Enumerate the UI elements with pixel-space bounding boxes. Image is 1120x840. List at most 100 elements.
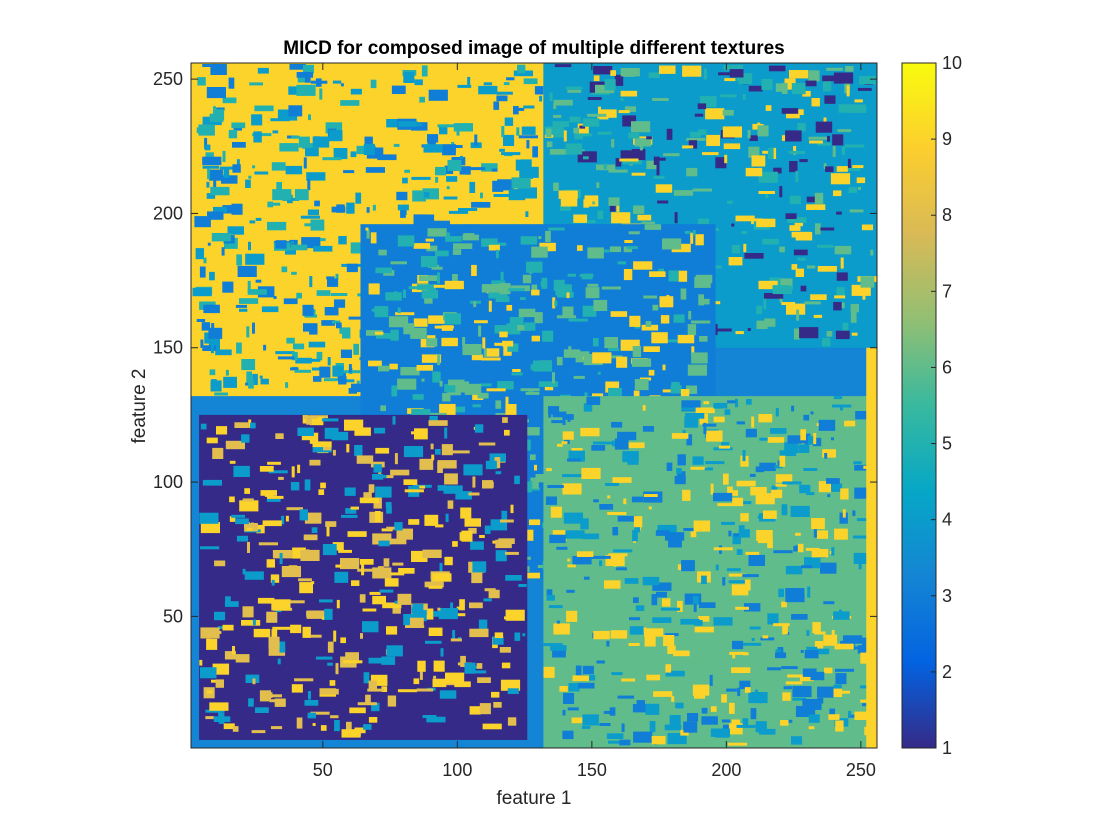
heatmap-cell [593,630,610,640]
x-tick-label: 250 [846,760,876,780]
heatmap-cell [587,247,604,259]
heatmap-cell [803,468,818,471]
heatmap-cell [562,414,574,420]
heatmap-cell [731,667,751,673]
heatmap-cell [301,434,316,441]
heatmap-cell [529,519,541,526]
heatmap-cell [713,492,733,502]
heatmap-cell [390,329,399,341]
heatmap-cell [290,244,308,251]
heatmap-cell [279,641,286,653]
heatmap-cell [713,416,725,423]
heatmap-cell [682,489,691,501]
heatmap-cell [474,134,478,146]
heatmap-cell [624,578,639,584]
heatmap-cell [291,271,297,275]
heatmap-cell [616,203,620,212]
heatmap-cell [854,464,871,471]
heatmap-cell [338,236,347,245]
heatmap-cell [762,238,779,245]
heatmap-cell [562,730,574,740]
heatmap-cell [288,600,305,604]
heatmap-cell [692,684,710,696]
heatmap-cell [460,507,472,519]
heatmap-cell [587,283,599,287]
heatmap-cell [603,710,615,714]
heatmap-cell [792,697,807,701]
heatmap-cell [387,695,397,707]
heatmap-cell [421,378,425,382]
heatmap-cell [593,499,599,503]
heatmap-cell [213,206,227,213]
heatmap-cell [413,214,428,226]
heatmap-cell [848,711,852,717]
heatmap-cell [508,288,525,292]
heatmap-cell [793,328,800,340]
y-tick-label: 150 [153,338,183,358]
heatmap-cell [738,73,753,85]
heatmap-cell [619,158,639,162]
heatmap-cell [758,414,773,423]
heatmap-cell [669,715,681,727]
heatmap-cell [472,404,481,408]
heatmap-cell [553,103,557,110]
heatmap-cell [386,645,403,657]
heatmap-cell [578,133,592,137]
heatmap-cell [274,698,286,707]
heatmap-cell [513,106,519,115]
heatmap-cell [232,646,235,655]
heatmap-cell [823,634,838,646]
heatmap-cell [784,78,796,90]
heatmap-cell [806,492,815,496]
heatmap-cell [626,246,638,250]
heatmap-cell [553,279,565,291]
heatmap-cell [248,698,254,707]
heatmap-cell [808,70,820,82]
heatmap-cell [678,270,688,282]
heatmap-cell [333,630,337,642]
heatmap-cell [674,212,678,224]
x-tick-label: 50 [313,760,333,780]
heatmap-cell [565,143,583,155]
heatmap-cell [512,369,521,372]
heatmap-cell [518,308,536,318]
heatmap-cell [313,245,333,252]
heatmap-cell [566,292,570,299]
heatmap-cell [260,378,269,385]
heatmap-cell [610,70,616,76]
heatmap-cell [273,296,277,299]
heatmap-cell [583,403,593,412]
heatmap-cell [605,381,620,393]
heatmap-cell [851,284,871,296]
heatmap-cell [206,181,210,188]
heatmap-cell [477,392,489,399]
heatmap-cell [553,99,573,106]
heatmap-cell [633,261,653,270]
heatmap-cell [378,365,390,372]
heatmap-cell [853,461,862,465]
heatmap-cell [400,209,406,218]
heatmap-cell [501,152,521,156]
heatmap-cell [806,630,810,636]
heatmap-cell [623,269,633,281]
heatmap-cell [813,526,817,538]
heatmap-cell [612,477,632,483]
heatmap-cell [510,504,514,514]
heatmap-cell [800,650,804,653]
heatmap-cell [448,379,465,386]
heatmap-cell [757,534,772,544]
heatmap-cell [870,249,874,256]
heatmap-cell [785,593,805,603]
heatmap-cell [354,445,363,457]
heatmap-cell [568,683,580,692]
heatmap-cell [624,106,636,112]
heatmap-cell [242,568,246,575]
heatmap-cell [617,515,637,522]
heatmap-cell [267,495,284,499]
heatmap-cell [553,623,570,635]
heatmap-cell [375,331,384,335]
heatmap-cell [572,556,592,565]
heatmap-cell [396,191,408,201]
heatmap-cell [192,287,212,297]
heatmap-cell [578,682,595,689]
